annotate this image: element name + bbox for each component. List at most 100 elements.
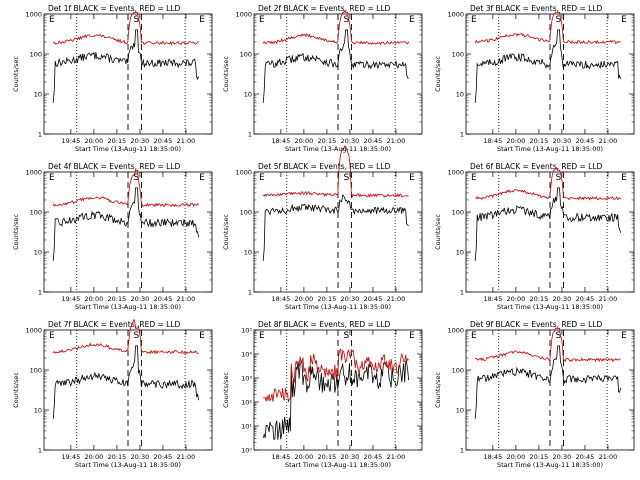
series-lld-line (262, 145, 409, 199)
x-tick-label: 20:00 (85, 295, 104, 303)
x-axis-label: Start Time (13-Aug-11 18:35:00) (75, 461, 181, 469)
event-marker: S (134, 173, 140, 183)
chart-panel-6: Det 6f BLACK = Events, RED = LLD 1 10 100 10… (434, 162, 635, 311)
x-tick-label: 20:15 (108, 137, 127, 145)
chart-panel-8: Det 8f BLACK = Events, RED = LLD 10⁰ 10¹ 10… (222, 320, 423, 469)
event-marker: E (621, 15, 627, 25)
x-tick-label: 20:45 (576, 295, 595, 303)
series-lld-line (475, 166, 621, 201)
x-tick-label: 20:30 (553, 453, 572, 461)
event-marker: S (134, 331, 140, 341)
x-tick-label: 20:15 (530, 295, 549, 303)
x-axis-label: Start Time (13-Aug-11 18:35:00) (497, 303, 603, 311)
y-tick-label: 1 (460, 289, 464, 297)
series-events-line (474, 187, 621, 261)
series-events-line (262, 359, 409, 441)
y-tick-label: 1 (38, 289, 42, 297)
y-tick-label: 10² (241, 399, 252, 407)
y-tick-label: 10⁵ (241, 327, 252, 335)
series-lld-line (52, 319, 199, 355)
event-marker: S (134, 15, 140, 25)
series-events-line (474, 345, 621, 419)
y-tick-label: 100 (30, 367, 42, 375)
x-tick-label: 19:45 (62, 453, 81, 461)
y-tick-label: 1000 (235, 169, 252, 177)
y-axis-label: Counts/sec (434, 372, 442, 408)
chart-title: Det 1f BLACK = Events, RED = LLD (48, 4, 181, 13)
event-marker: S (556, 15, 562, 25)
event-marker: S (556, 331, 562, 341)
event-marker: E (409, 331, 415, 341)
series-events-line (474, 29, 621, 103)
y-tick-label: 1000 (25, 169, 42, 177)
chart-panel-7: Det 7f BLACK = Events, RED = LLD 1 10 100 10… (12, 319, 213, 469)
series-lld-line (262, 10, 409, 46)
y-tick-label: 10¹ (241, 423, 252, 431)
x-tick-label: 20:00 (507, 295, 526, 303)
x-tick-label: 20:45 (154, 453, 173, 461)
event-marker: E (409, 173, 415, 183)
series-lld-line (53, 11, 199, 46)
x-tick-label: 18:45 (484, 137, 503, 145)
x-tick-label: 19:45 (62, 137, 81, 145)
series-lld-line (474, 11, 621, 45)
y-axis-label: Counts/sec (222, 372, 230, 408)
event-marker: S (344, 331, 350, 341)
y-tick-label: 1 (460, 447, 464, 455)
x-tick-label: 18:45 (272, 453, 291, 461)
y-axis-label: Counts/sec (434, 214, 442, 250)
x-tick-label: 18:45 (484, 453, 503, 461)
x-tick-label: 18:45 (484, 295, 503, 303)
y-axis-label: Counts/sec (222, 56, 230, 92)
x-tick-label: 20:30 (341, 137, 360, 145)
x-tick-label: 20:00 (295, 295, 314, 303)
event-marker: E (471, 173, 477, 183)
chart-title: Det 3f BLACK = Events, RED = LLD (470, 4, 603, 13)
chart-title: Det 5f BLACK = Events, RED = LLD (258, 162, 391, 171)
chart-title: Det 4f BLACK = Events, RED = LLD (48, 162, 181, 171)
chart-panel-2: Det 2f BLACK = Events, RED = LLD 1 10 100 10… (222, 4, 423, 153)
chart-panel-9: Det 9f BLACK = Events, RED = LLD 1 10 100 10… (434, 320, 635, 469)
chart-title: Det 7f BLACK = Events, RED = LLD (48, 320, 181, 329)
x-tick-label: 20:00 (507, 453, 526, 461)
series-events-line (262, 194, 409, 261)
x-tick-label: 20:45 (154, 295, 173, 303)
x-tick-label: 21:00 (177, 295, 196, 303)
chart-panel-3: Det 3f BLACK = Events, RED = LLD 1 10 100 10… (434, 4, 635, 153)
x-tick-label: 21:00 (387, 137, 406, 145)
x-tick-label: 21:00 (177, 137, 196, 145)
series-lld-line (263, 348, 409, 403)
y-tick-label: 1 (38, 447, 42, 455)
chart-panel-4: Det 4f BLACK = Events, RED = LLD 1 10 100 10… (12, 162, 213, 311)
y-tick-label: 10⁴ (241, 351, 252, 359)
y-tick-label: 10 (456, 91, 464, 99)
x-tick-label: 20:15 (318, 453, 337, 461)
series-lld-line (475, 327, 621, 363)
y-tick-label: 10⁰ (241, 447, 252, 455)
event-marker: E (259, 331, 265, 341)
y-tick-label: 100 (452, 51, 464, 59)
event-marker: E (471, 331, 477, 341)
x-tick-label: 20:15 (530, 137, 549, 145)
x-tick-label: 21:00 (387, 453, 406, 461)
x-tick-label: 20:15 (108, 453, 127, 461)
y-tick-label: 100 (452, 367, 464, 375)
x-axis-label: Start Time (13-Aug-11 18:35:00) (285, 461, 391, 469)
x-tick-label: 21:00 (177, 453, 196, 461)
y-tick-label: 10³ (241, 375, 252, 383)
event-marker: E (259, 173, 265, 183)
y-axis-label: Counts/sec (12, 372, 20, 408)
y-tick-label: 1000 (447, 11, 464, 19)
x-tick-label: 21:00 (387, 295, 406, 303)
y-axis-label: Counts/sec (12, 214, 20, 250)
x-tick-label: 19:45 (62, 295, 81, 303)
x-tick-label: 20:45 (364, 137, 383, 145)
x-tick-label: 20:00 (295, 137, 314, 145)
x-axis-label: Start Time (13-Aug-11 18:35:00) (285, 303, 391, 311)
event-marker: E (199, 15, 205, 25)
x-tick-label: 18:45 (272, 295, 291, 303)
x-axis-label: Start Time (13-Aug-11 18:35:00) (497, 461, 603, 469)
x-tick-label: 20:15 (318, 137, 337, 145)
y-axis-label: Counts/sec (222, 214, 230, 250)
chart-panel-5: Det 5f BLACK = Events, RED = LLD 1 10 100 10… (222, 145, 423, 311)
